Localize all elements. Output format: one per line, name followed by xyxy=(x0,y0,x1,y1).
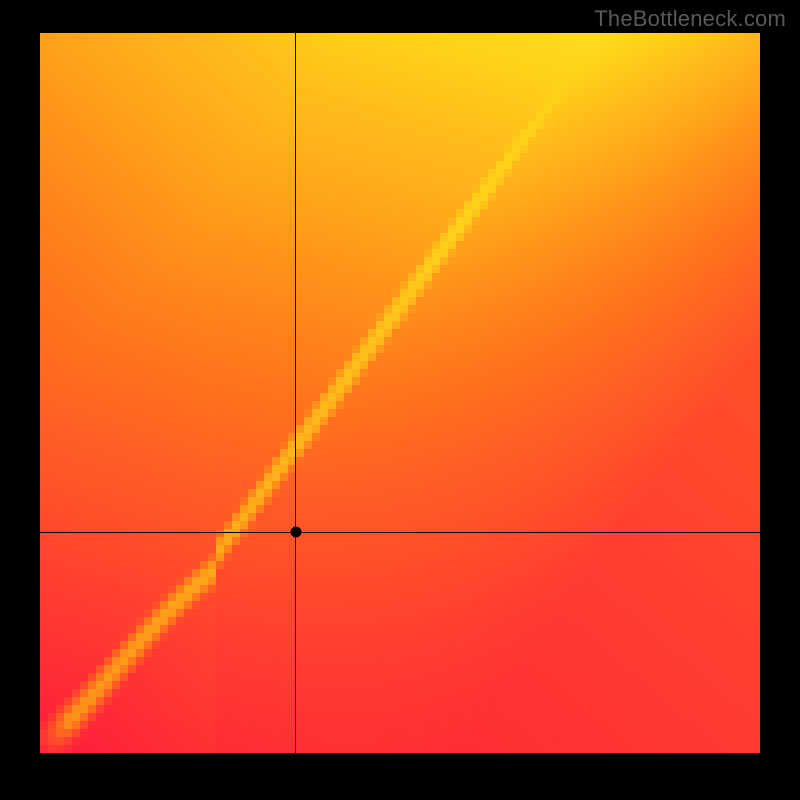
watermark-text: TheBottleneck.com xyxy=(594,6,786,32)
heatmap-canvas xyxy=(40,33,760,753)
marker-dot xyxy=(290,527,301,538)
chart-frame: TheBottleneck.com xyxy=(0,0,800,800)
plot-area xyxy=(40,33,760,753)
